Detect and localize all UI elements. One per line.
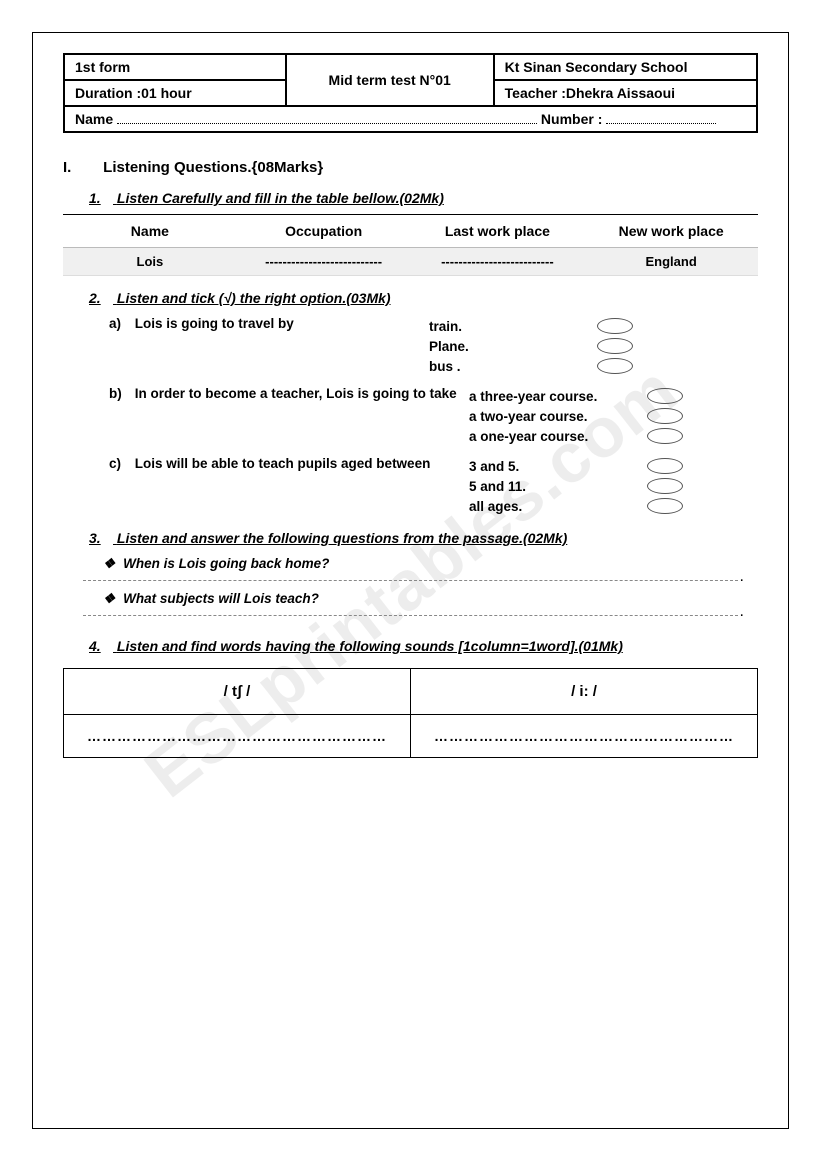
q1-col-1: Occupation	[237, 223, 411, 239]
q2b-opt-0: a three-year course.	[469, 389, 639, 404]
q2a-stem: a) Lois is going to travel by	[109, 316, 429, 331]
q2a-opt-0: train.	[429, 319, 589, 334]
q1-col-2: Last work place	[411, 223, 585, 239]
q1-table-head: Name Occupation Last work place New work…	[63, 214, 758, 248]
page-border: 1st form Mid term test N°01 Kt Sinan Sec…	[32, 32, 789, 1129]
name-field[interactable]	[117, 112, 537, 124]
sound-blank-1[interactable]: ……………………………………………………	[411, 714, 758, 757]
q2a-tick-1[interactable]	[597, 338, 633, 354]
q2-num: 2.	[89, 290, 113, 306]
q2b-tick-0[interactable]	[647, 388, 683, 404]
q2-heading: 2. Listen and tick (√) the right option.…	[89, 290, 758, 306]
number-field[interactable]	[606, 112, 716, 124]
header-table: 1st form Mid term test N°01 Kt Sinan Sec…	[63, 53, 758, 133]
q2c-block: c) Lois will be able to teach pupils age…	[109, 456, 758, 516]
q3-answer-1[interactable]	[83, 615, 738, 616]
q2c-text: Lois will be able to teach pupils aged b…	[135, 456, 431, 471]
q1-table-row: Lois --------------------------- -------…	[63, 248, 758, 276]
q2c-tick-2[interactable]	[647, 498, 683, 514]
q2a-opt-1: Plane.	[429, 339, 589, 354]
q2b-block: b) In order to become a teacher, Lois is…	[109, 386, 758, 446]
teacher-cell: Teacher :Dhekra Aissaoui	[494, 80, 757, 106]
sound-col-0: / tʃ /	[64, 669, 411, 715]
name-number-cell: Name Number :	[64, 106, 757, 132]
q2b-tick-1[interactable]	[647, 408, 683, 424]
q1-cell-0: Lois	[63, 254, 237, 269]
q3-bullet-0: When is Lois going back home?	[103, 556, 758, 572]
q4-num: 4.	[89, 638, 113, 654]
q2a-opt-2: bus .	[429, 359, 589, 374]
q3-answer-0[interactable]	[83, 580, 738, 581]
name-label: Name	[75, 111, 113, 127]
sound-blank-0[interactable]: ……………………………………………………	[64, 714, 411, 757]
q2a-block: a) Lois is going to travel by train. Pla…	[109, 316, 758, 376]
q2c-stem: c) Lois will be able to teach pupils age…	[109, 456, 469, 471]
q1-text: Listen Carefully and fill in the table b…	[117, 190, 444, 206]
school-cell: Kt Sinan Secondary School	[494, 54, 757, 80]
q1-cell-1[interactable]: ---------------------------	[237, 254, 411, 269]
q2b-text: In order to become a teacher, Lois is go…	[135, 386, 457, 401]
q2a-tick-2[interactable]	[597, 358, 633, 374]
q1-num: 1.	[89, 190, 113, 206]
q2b-opt-2: a one-year course.	[469, 429, 639, 444]
q2a-text: Lois is going to travel by	[135, 316, 294, 331]
q1-cell-3: England	[584, 254, 758, 269]
title-cell: Mid term test N°01	[286, 54, 494, 106]
number-label: Number	[541, 111, 594, 127]
q4-text: Listen and find words having the followi…	[117, 638, 623, 654]
sounds-table: / tʃ / / i: / …………………………………………………… ………………	[63, 668, 758, 758]
form-cell: 1st form	[64, 54, 286, 80]
q1-cell-2[interactable]: --------------------------	[411, 254, 585, 269]
q1-heading: 1. Listen Carefully and fill in the tabl…	[89, 190, 758, 206]
q4-heading: 4. Listen and find words having the foll…	[89, 638, 758, 654]
q2b-stem: b) In order to become a teacher, Lois is…	[109, 386, 469, 401]
q2b-tick-2[interactable]	[647, 428, 683, 444]
duration-cell: Duration :01 hour	[64, 80, 286, 106]
q3-text: Listen and answer the following question…	[117, 530, 567, 546]
q2b-opt-1: a two-year course.	[469, 409, 639, 424]
q3-heading: 3. Listen and answer the following quest…	[89, 530, 758, 546]
q2a-letter: a)	[109, 316, 131, 331]
q3-bullet-1: What subjects will Lois teach?	[103, 591, 758, 607]
q2c-opt-0: 3 and 5.	[469, 459, 639, 474]
q2-text: Listen and tick (√) the right option.(03…	[117, 290, 391, 306]
q1-col-3: New work place	[584, 223, 758, 239]
q2b-letter: b)	[109, 386, 131, 401]
q2a-tick-0[interactable]	[597, 318, 633, 334]
section-heading: I. Listening Questions.{08Marks}	[63, 159, 758, 176]
content: 1st form Mid term test N°01 Kt Sinan Sec…	[33, 33, 788, 778]
q3-num: 3.	[89, 530, 113, 546]
q2c-letter: c)	[109, 456, 131, 471]
sound-col-1: / i: /	[411, 669, 758, 715]
section-title: Listening Questions.{08Marks}	[103, 159, 323, 176]
q1-col-0: Name	[63, 223, 237, 239]
section-roman: I.	[63, 159, 99, 176]
q2c-tick-0[interactable]	[647, 458, 683, 474]
q2c-opt-1: 5 and 11.	[469, 479, 639, 494]
q2c-tick-1[interactable]	[647, 478, 683, 494]
q2c-opt-2: all ages.	[469, 499, 639, 514]
page: ESLprintables.com 1st form Mid term test…	[0, 0, 821, 1161]
